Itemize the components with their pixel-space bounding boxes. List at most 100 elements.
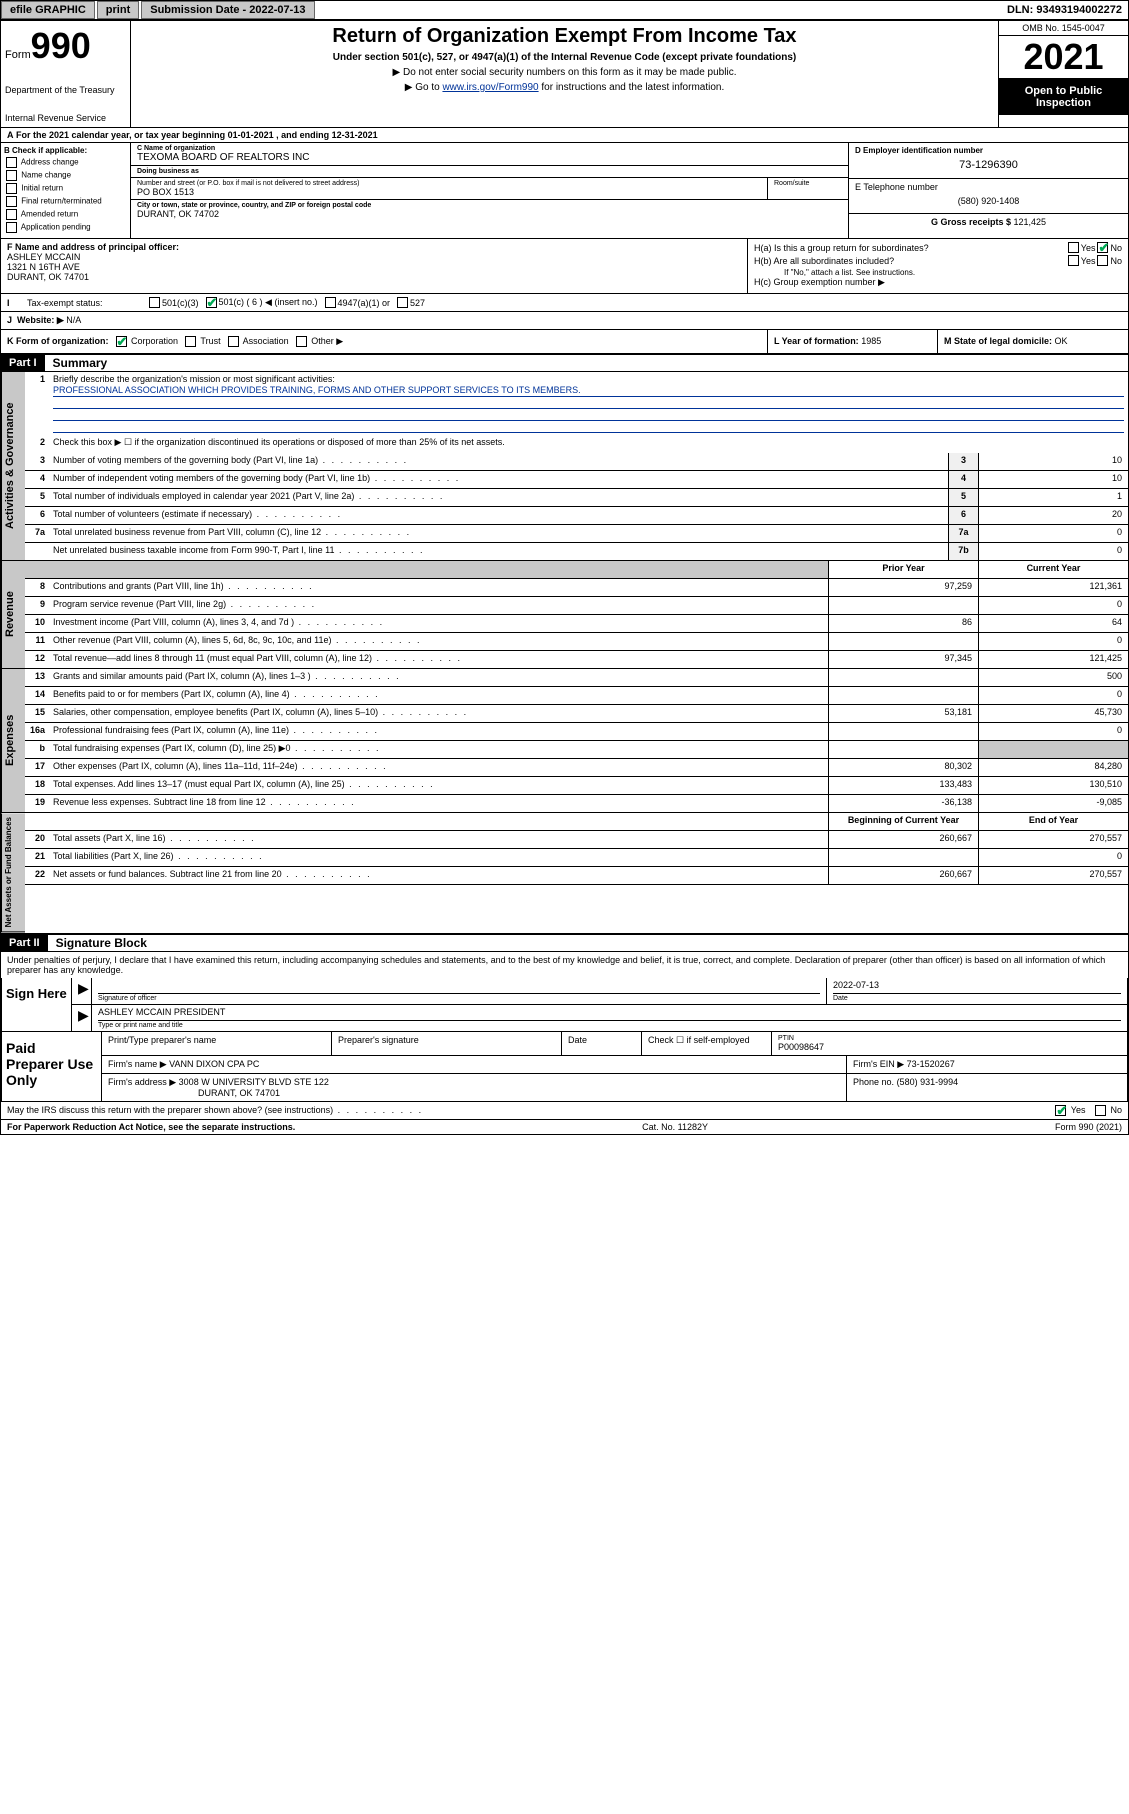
col-m-state: M State of legal domicile: OK [938, 330, 1128, 353]
cb-501c3[interactable] [149, 297, 160, 308]
firm-name: VANN DIXON CPA PC [169, 1059, 259, 1069]
firm-addr1: 3008 W UNIVERSITY BLVD STE 122 [179, 1077, 329, 1087]
form-990: Form990 Department of the Treasury Inter… [0, 20, 1129, 1135]
box-d-ein: D Employer identification number 73-1296… [849, 143, 1128, 179]
ha-yes[interactable] [1068, 242, 1079, 253]
efile-button[interactable]: efile GRAPHIC [1, 1, 95, 19]
sign-here-section: Sign Here ▶ Signature of officer 2022-07… [1, 978, 1128, 1032]
col-f-officer: F Name and address of principal officer:… [1, 239, 748, 293]
top-bar: efile GRAPHIC print Submission Date - 20… [0, 0, 1129, 20]
box-g-receipts: G Gross receipts $ 121,425 [849, 214, 1128, 230]
cb-other[interactable] [296, 336, 307, 347]
side-revenue: Revenue [1, 561, 25, 669]
hb-label: H(b) Are all subordinates included? [754, 256, 1066, 266]
table-row: 14Benefits paid to or for members (Part … [25, 687, 1128, 705]
table-row: 9Program service revenue (Part VIII, lin… [25, 597, 1128, 615]
box-c-city: City or town, state or province, country… [131, 200, 848, 221]
paperwork-notice: For Paperwork Reduction Act Notice, see … [7, 1122, 295, 1132]
cb-initial-return[interactable]: Initial return [4, 183, 127, 194]
table-row: 6Total number of volunteers (estimate if… [25, 507, 1128, 525]
table-row: 20Total assets (Part X, line 16)260,6672… [25, 831, 1128, 849]
table-row: 18Total expenses. Add lines 13–17 (must … [25, 777, 1128, 795]
box-c-name: C Name of organization TEXOMA BOARD OF R… [131, 143, 848, 166]
header-mid: Return of Organization Exempt From Incom… [131, 21, 998, 127]
section-bcde: B Check if applicable: Address change Na… [1, 143, 1128, 239]
table-row: 5Total number of individuals employed in… [25, 489, 1128, 507]
cb-501c[interactable] [206, 297, 217, 308]
footer: For Paperwork Reduction Act Notice, see … [1, 1120, 1128, 1134]
irs-label: Internal Revenue Service [5, 113, 126, 123]
note-link: ▶ Go to www.irs.gov/Form990 for instruct… [135, 82, 994, 93]
submission-date: Submission Date - 2022-07-13 [141, 1, 314, 19]
ha-no[interactable] [1097, 242, 1108, 253]
part1-header: Part I Summary [1, 355, 1128, 372]
table-row: 15Salaries, other compensation, employee… [25, 705, 1128, 723]
table-row: 3Number of voting members of the governi… [25, 453, 1128, 471]
col-b-header: B Check if applicable: [4, 146, 127, 155]
org-name: TEXOMA BOARD OF REALTORS INC [137, 152, 842, 163]
table-row: 22Net assets or fund balances. Subtract … [25, 867, 1128, 885]
table-row: 17Other expenses (Part IX, column (A), l… [25, 759, 1128, 777]
cb-corp[interactable] [116, 336, 127, 347]
tax-year: 2021 [999, 36, 1128, 79]
cb-app-pending[interactable]: Application pending [4, 222, 127, 233]
hb-no[interactable] [1097, 255, 1108, 266]
cb-assoc[interactable] [228, 336, 239, 347]
table-row: 13Grants and similar amounts paid (Part … [25, 669, 1128, 687]
arrow-icon: ▶ [78, 980, 89, 996]
form-prefix: Form [5, 49, 31, 61]
arrow-icon: ▶ [78, 1007, 89, 1023]
section-fh: F Name and address of principal officer:… [1, 239, 1128, 294]
irs-link[interactable]: www.irs.gov/Form990 [442, 82, 538, 93]
cb-discuss-yes[interactable] [1055, 1105, 1066, 1116]
mission-text: PROFESSIONAL ASSOCIATION WHICH PROVIDES … [53, 384, 1124, 397]
section-j-website: J Website: ▶ N/A [1, 312, 1128, 330]
ein-value: 73-1296390 [855, 155, 1122, 175]
firm-addr2: DURANT, OK 74701 [108, 1088, 840, 1098]
box-c-dba: Doing business as [131, 166, 848, 178]
open-public: Open to Public Inspection [999, 79, 1128, 115]
note-ssn: ▶ Do not enter social security numbers o… [135, 67, 994, 78]
cb-527[interactable] [397, 297, 408, 308]
paid-preparer-label: Paid Preparer Use Only [2, 1032, 102, 1101]
table-row: 10Investment income (Part VIII, column (… [25, 615, 1128, 633]
cb-trust[interactable] [185, 336, 196, 347]
col-h-group: H(a) Is this a group return for subordin… [748, 239, 1128, 293]
org-city: DURANT, OK 74702 [137, 209, 842, 219]
cb-amended[interactable]: Amended return [4, 209, 127, 220]
cb-discuss-no[interactable] [1095, 1105, 1106, 1116]
omb-number: OMB No. 1545-0047 [999, 21, 1128, 36]
print-button[interactable]: print [97, 1, 139, 19]
governance-section: Activities & Governance 1 Briefly descri… [1, 372, 1128, 561]
netassets-section: Net Assets or Fund Balances Beginning of… [1, 813, 1128, 934]
cb-final-return[interactable]: Final return/terminated [4, 196, 127, 207]
officer-addr1: 1321 N 16TH AVE [7, 262, 741, 272]
table-row: 12Total revenue—add lines 8 through 11 (… [25, 651, 1128, 669]
cb-address-change[interactable]: Address change [4, 157, 127, 168]
cb-self-employed[interactable]: Check ☐ if self-employed [642, 1032, 772, 1055]
room-suite: Room/suite [768, 178, 848, 199]
row-a-tax-year: A For the 2021 calendar year, or tax yea… [1, 128, 1128, 143]
irs-discuss-row: May the IRS discuss this return with the… [1, 1102, 1128, 1120]
gross-receipts: 121,425 [1014, 217, 1047, 227]
header-left: Form990 Department of the Treasury Inter… [1, 21, 131, 127]
side-netassets: Net Assets or Fund Balances [1, 813, 25, 932]
firm-phone: (580) 931-9994 [897, 1077, 959, 1087]
table-row: 21Total liabilities (Part X, line 26)0 [25, 849, 1128, 867]
side-expenses: Expenses [1, 669, 25, 813]
table-row: 7aTotal unrelated business revenue from … [25, 525, 1128, 543]
hc-label: H(c) Group exemption number ▶ [754, 277, 885, 288]
revenue-section: Revenue Prior Year Current Year 8Contrib… [1, 561, 1128, 669]
box-c-street: Number and street (or P.O. box if mail i… [131, 178, 848, 200]
table-row: 4Number of independent voting members of… [25, 471, 1128, 489]
table-row: 8Contributions and grants (Part VIII, li… [25, 579, 1128, 597]
table-row: 11Other revenue (Part VIII, column (A), … [25, 633, 1128, 651]
cb-4947[interactable] [325, 297, 336, 308]
cb-name-change[interactable]: Name change [4, 170, 127, 181]
col-k-form-org: K Form of organization: Corporation Trus… [1, 330, 768, 353]
side-governance: Activities & Governance [1, 372, 25, 561]
form-subtitle: Under section 501(c), 527, or 4947(a)(1)… [135, 52, 994, 63]
phone-value: (580) 920-1408 [855, 192, 1122, 210]
hb-yes[interactable] [1068, 255, 1079, 266]
form-number: 990 [31, 25, 91, 66]
